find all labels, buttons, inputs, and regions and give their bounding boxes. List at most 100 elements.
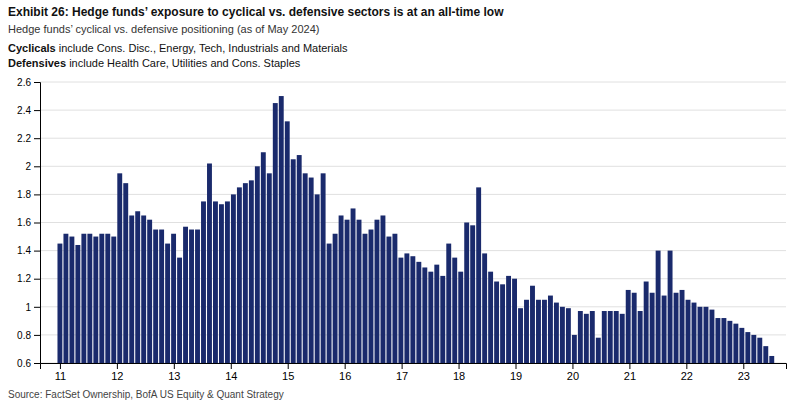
bar: [339, 215, 344, 363]
y-tick-mark: [34, 166, 40, 167]
bar: [291, 159, 296, 363]
bar: [57, 244, 62, 363]
bar: [279, 96, 284, 363]
y-tick-mark: [34, 110, 40, 111]
bar: [386, 237, 391, 363]
bar: [554, 303, 559, 363]
bar: [410, 256, 415, 363]
y-tick: 0.6: [17, 358, 40, 369]
x-tick: 20: [567, 363, 579, 382]
bar: [273, 103, 278, 363]
bar: [548, 296, 553, 363]
bar: [596, 338, 601, 363]
bar: [135, 211, 140, 363]
bar: [99, 234, 104, 363]
bar: [147, 220, 152, 363]
bar: [644, 282, 649, 363]
y-tick-mark: [34, 138, 40, 139]
title: Exhibit 26: Hedge funds’ exposure to cyc…: [8, 5, 504, 19]
bar: [141, 215, 146, 363]
bar: [416, 262, 421, 363]
bar: [763, 346, 768, 363]
bar: [590, 311, 595, 363]
bar: [464, 223, 469, 364]
y-tick-mark: [34, 363, 40, 364]
bar: [470, 225, 475, 363]
bar: [650, 293, 655, 363]
x-tick-label: 11: [55, 370, 66, 382]
y-tick: 0.8: [17, 330, 40, 341]
bar: [704, 307, 709, 363]
grid-line: [40, 166, 786, 167]
bar: [315, 194, 320, 363]
x-tick-mark: [174, 363, 175, 369]
bar: [81, 234, 86, 363]
bar: [434, 265, 439, 363]
bar: [530, 286, 535, 363]
x-tick-mark: [288, 363, 289, 369]
bar: [733, 324, 738, 363]
x-tick-mark: [345, 363, 346, 369]
y-axis-line: [34, 83, 41, 364]
bars: [57, 96, 774, 363]
bar: [63, 234, 68, 363]
bar: [398, 258, 403, 363]
y-tick: 1: [25, 302, 40, 313]
bar: [392, 234, 397, 363]
y-tick-mark: [34, 335, 40, 336]
bar: [662, 296, 667, 363]
bar: [476, 187, 481, 363]
bar: [357, 220, 362, 363]
bar: [249, 180, 254, 363]
source: Source: FactSet Ownership, BofA US Equit…: [8, 389, 284, 400]
x-tick: 13: [168, 363, 180, 382]
bar: [165, 244, 170, 363]
bar: [171, 234, 176, 363]
y-tick: 2.6: [17, 77, 40, 88]
bar: [183, 227, 188, 363]
x-tick: 18: [453, 363, 465, 382]
x-tick: 14: [225, 363, 237, 382]
subtitle: Hedge funds’ cyclical vs. defensive posi…: [8, 23, 319, 35]
bar: [578, 311, 583, 363]
x-tick-mark: [743, 363, 744, 369]
bar: [231, 194, 236, 363]
bar: [482, 253, 487, 363]
annotation-text: include Cons. Disc., Energy, Tech, Indus…: [56, 42, 348, 54]
x-tick: 19: [510, 363, 522, 382]
y-tick-mark: [34, 307, 40, 308]
annotation: Cyclicals include Cons. Disc., Energy, T…: [8, 42, 348, 54]
chart-svg: Exhibit 26: Hedge funds’ exposure to cyc…: [0, 0, 800, 403]
x-tick: 12: [111, 363, 123, 382]
bar: [380, 215, 385, 363]
x-tick-label: 19: [510, 370, 522, 382]
bar: [243, 183, 248, 363]
bar: [686, 300, 691, 363]
bar: [321, 173, 326, 363]
y-axis: 0.60.811.21.41.61.822.22.42.6: [17, 77, 40, 369]
x-tick-label: 14: [225, 370, 237, 382]
y-tick-label: 2.2: [17, 133, 31, 144]
bar: [225, 201, 230, 363]
x-tick-mark: [629, 363, 630, 369]
bar: [422, 267, 427, 363]
bar: [715, 318, 720, 363]
x-tick: 22: [681, 363, 693, 382]
x-tick-label: 16: [339, 370, 351, 382]
bar: [428, 272, 433, 363]
x-axis-line: [41, 364, 787, 370]
x-tick: 16: [339, 363, 351, 382]
x-tick-label: 22: [681, 370, 693, 382]
bar: [369, 230, 374, 363]
bar: [446, 244, 451, 363]
x-tick: 17: [396, 363, 408, 382]
bar: [261, 152, 266, 363]
bar: [751, 335, 756, 363]
bar: [207, 163, 212, 363]
y-tick-mark: [34, 251, 40, 252]
bar: [745, 332, 750, 363]
y-tick-mark: [34, 82, 40, 83]
bar: [189, 230, 194, 363]
bar: [93, 237, 98, 363]
y-tick-label: 1.6: [17, 217, 31, 228]
